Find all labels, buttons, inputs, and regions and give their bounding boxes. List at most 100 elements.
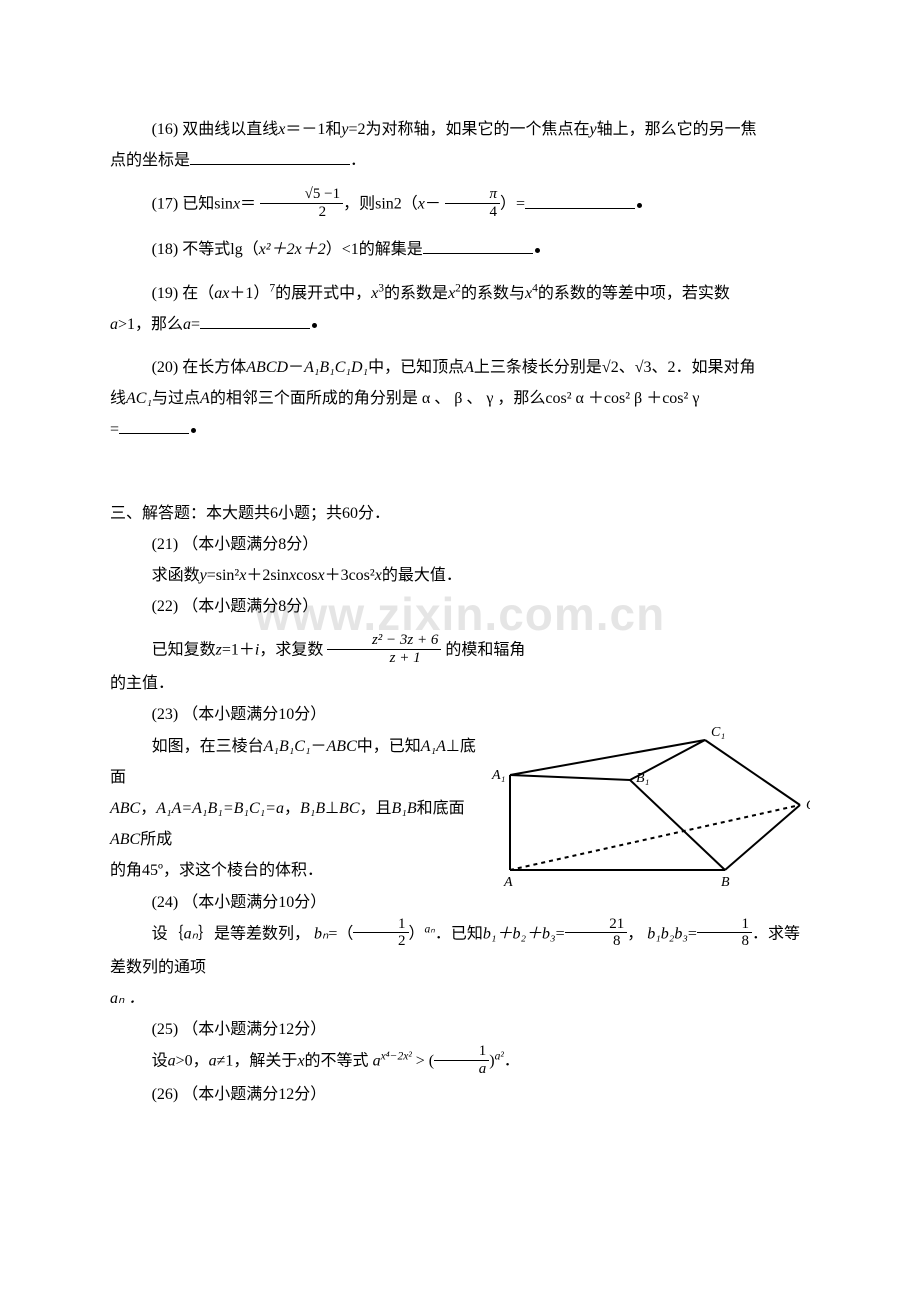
q24-1: 1: [697, 916, 752, 933]
q20-A: A: [464, 359, 474, 376]
q20-line3: =: [110, 414, 810, 445]
q23-l2c: 和底面: [417, 800, 465, 817]
q23-l1a: 如图，在三棱台: [152, 738, 264, 755]
q23-l1b: 中，已知: [357, 738, 421, 755]
q18-blank: [423, 240, 533, 255]
q22-frac: z² − 3z + 6z + 1: [327, 632, 441, 666]
q25-a: a: [168, 1053, 176, 1070]
q17-m: －: [425, 196, 441, 213]
q22-head: (22) （本小题满分8分）: [110, 591, 810, 622]
q24-halfn: 1: [353, 916, 408, 933]
q19-label: (19): [152, 285, 179, 302]
q25-l1: 设a>0，a≠1，解关于x的不等式 ax⁴−2x² > (1a)a²．: [110, 1045, 810, 1079]
q20-l2a: 线: [110, 390, 126, 407]
q16-line1: (16) 双曲线以直线x＝－1和y=2为对称轴，如果它的一个焦点在y轴上，那么它…: [110, 114, 810, 145]
q19-a1: a: [110, 316, 118, 333]
q25-el: x⁴−2x²: [381, 1051, 412, 1063]
q20-a1d1: A₁B₁C₁D₁: [304, 359, 368, 376]
q23-eq1: A₁A=A₁B₁=B₁C₁=a: [156, 800, 284, 817]
q21-y: y: [200, 567, 207, 584]
q25-base: a: [373, 1053, 381, 1070]
q19-a2: a: [183, 316, 191, 333]
q23-abc1: A₁B₁C₁: [264, 738, 311, 755]
q16-tb: ＝－1和: [285, 121, 341, 138]
q22-den: z + 1: [327, 649, 441, 667]
q24-eq2: =: [556, 925, 565, 942]
q20-label: (20): [152, 359, 179, 376]
q24-eq: =（: [328, 925, 353, 942]
q24-d: ，: [627, 925, 647, 942]
q21-d: cos: [296, 567, 317, 584]
q20-ac1: AC₁: [126, 390, 152, 407]
q17-pi: π: [490, 186, 498, 202]
section3-heading: 三、解答题：本大题共6小题；共60分．: [110, 498, 810, 529]
q26-label: (26): [152, 1086, 179, 1103]
q18: (18) 不等式lg（x²＋2x＋2）<1的解集是: [110, 234, 810, 265]
q19-ax: ax: [214, 285, 229, 302]
q21-a: 求函数: [152, 567, 200, 584]
q24-sum: b₁＋b₂＋b₃: [483, 925, 556, 942]
q23-bb1: B₁B: [300, 800, 325, 817]
q20-r3: √3: [635, 359, 652, 376]
q19-tc: 的展开式中，: [275, 285, 371, 302]
q19-tb: ＋1）: [229, 285, 269, 302]
q17-num: √5 −1: [260, 186, 343, 203]
q17-blank: [525, 194, 635, 209]
q18-b: ）<1的解集是: [326, 241, 423, 258]
q20-A2: A: [200, 390, 210, 407]
q22-a: 已知复数: [152, 642, 216, 659]
q20-ta: 在长方体: [182, 359, 246, 376]
q24-title: （本小题满分10分）: [182, 894, 326, 911]
q24-l1: 设｛aₙ｝是等差数列， bₙ=（12）aₙ．已知b₁＋b₂＋b₃=218， b₁…: [110, 918, 810, 983]
q16-line2: 点的坐标是．: [110, 145, 810, 176]
q20-abcd: ABCD: [246, 359, 288, 376]
q16-td: 轴上，那么它的另一焦: [597, 121, 757, 138]
q17-frac2: π4: [445, 186, 500, 220]
q16-y2: y: [590, 121, 597, 138]
q24-half: 12: [353, 916, 408, 950]
q25-title: （本小题满分12分）: [182, 1021, 326, 1038]
q16-tail: 点的坐标是: [110, 152, 190, 169]
q24-an2: aₙ ．: [110, 990, 144, 1007]
q21-head: (21) （本小题满分8分）: [110, 529, 810, 560]
q22-c: ，求复数: [259, 642, 323, 659]
gap: [110, 340, 810, 352]
q19-eq: =: [191, 316, 200, 333]
q17-den: 2: [260, 203, 343, 221]
dot-icon: [535, 248, 540, 253]
q20-dash: －: [288, 359, 304, 376]
q17-x2: x: [418, 196, 425, 213]
q18-expr: x²＋2x＋2: [259, 241, 326, 258]
q25-id: a: [434, 1060, 489, 1078]
q19-line1: (19) 在（ax＋1）7的展开式中，x3的系数是x2的系数与x4的系数的等差中…: [110, 278, 810, 309]
q24-18: 18: [697, 916, 752, 950]
q25-x: x: [297, 1053, 304, 1070]
q19-te: 的系数与: [461, 285, 525, 302]
q24-bn: bₙ: [314, 925, 328, 942]
q20-l2c: 的相邻三个面所成的角分别是 α 、 β 、 γ ，那么cos² α ＋cos² …: [210, 390, 700, 407]
q20-line2: 线AC₁与过点A的相邻三个面所成的角分别是 α 、 β 、 γ ，那么cos² …: [110, 383, 810, 414]
q16-ta: 双曲线以直线: [182, 121, 278, 138]
q21-body: 求函数y=sin²x＋2sinxcosx＋3cos²x的最大值．: [110, 560, 810, 591]
q24-8: 8: [565, 932, 628, 950]
q25-p: ．: [504, 1053, 520, 1070]
gap-l: [110, 446, 810, 472]
q17-x: x: [233, 196, 240, 213]
q25-tb: >0，: [176, 1053, 209, 1070]
gap: [110, 266, 810, 278]
svg-text:B: B: [721, 875, 730, 890]
svg-text:A: A: [503, 875, 513, 890]
q23-abc3: ABC: [110, 831, 140, 848]
q23-c1: ，: [140, 800, 156, 817]
q19-td: 的系数是: [384, 285, 448, 302]
q20-l2b: 与过点: [152, 390, 200, 407]
q23-aa1: A₁A: [421, 738, 446, 755]
q25-neq: ≠1，解关于: [217, 1053, 298, 1070]
svg-text:C₁: C₁: [711, 725, 725, 740]
q20-tc: 上三条棱长分别是: [474, 359, 602, 376]
q24-head: (24) （本小题满分10分）: [110, 887, 810, 918]
q20-r2: √2: [602, 359, 619, 376]
q16-y: y: [341, 121, 348, 138]
q23-abc: ABC: [327, 738, 357, 755]
q22-num: z² − 3z + 6: [327, 632, 441, 649]
